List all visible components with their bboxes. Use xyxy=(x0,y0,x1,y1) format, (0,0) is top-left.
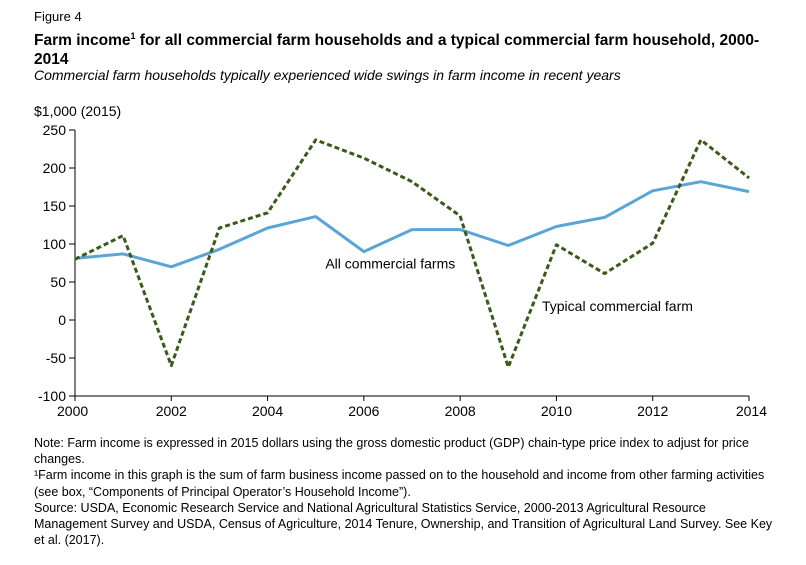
y-tick-label: 150 xyxy=(43,198,67,214)
series-label-typical-commercial-farm: Typical commercial farm xyxy=(542,298,693,314)
y-axis-label: $1,000 (2015) xyxy=(34,103,121,119)
y-tick-label: 250 xyxy=(43,122,67,138)
x-tick-label: 2000 xyxy=(57,403,88,419)
note-source: Source: USDA, Economic Research Service … xyxy=(34,500,773,548)
y-tick-label: 100 xyxy=(43,236,67,252)
series-line-typical-commercial-farm xyxy=(74,138,750,369)
y-tick-label: 50 xyxy=(50,274,66,290)
x-tick-label: 2008 xyxy=(445,403,476,419)
chart-notes: Note: Farm income is expressed in 2015 d… xyxy=(34,435,774,548)
y-tick-label: -50 xyxy=(46,350,66,366)
note-farm-income-definition: ¹Farm income in this graph is the sum of… xyxy=(34,468,765,499)
series-line-all-commercial-farms xyxy=(74,180,750,269)
y-tick-label: 0 xyxy=(58,312,66,328)
title-footnote-marker: 1 xyxy=(130,31,136,41)
note-price-adjustment: Note: Farm income is expressed in 2015 d… xyxy=(34,436,749,467)
title-rest: for all commercial farm households and a… xyxy=(34,32,760,68)
y-tick-label: 200 xyxy=(43,160,67,176)
title-main: Farm income xyxy=(34,32,131,49)
chart-title: Farm income1 for all commercial farm hou… xyxy=(34,27,774,69)
x-tick-label: 2004 xyxy=(252,403,283,419)
series-label-all-commercial-farms: All commercial farms xyxy=(325,255,455,271)
figure-label: Figure 4 xyxy=(34,9,82,24)
chart-subtitle: Commercial farm households typically exp… xyxy=(34,67,621,83)
x-tick-label: 2012 xyxy=(637,403,668,419)
y-tick-label: -100 xyxy=(38,388,66,404)
x-tick-label: 2010 xyxy=(541,403,572,419)
x-tick-label: 2002 xyxy=(156,403,187,419)
x-tick-label: 2006 xyxy=(348,403,379,419)
x-tick-label: 2014 xyxy=(736,403,767,419)
